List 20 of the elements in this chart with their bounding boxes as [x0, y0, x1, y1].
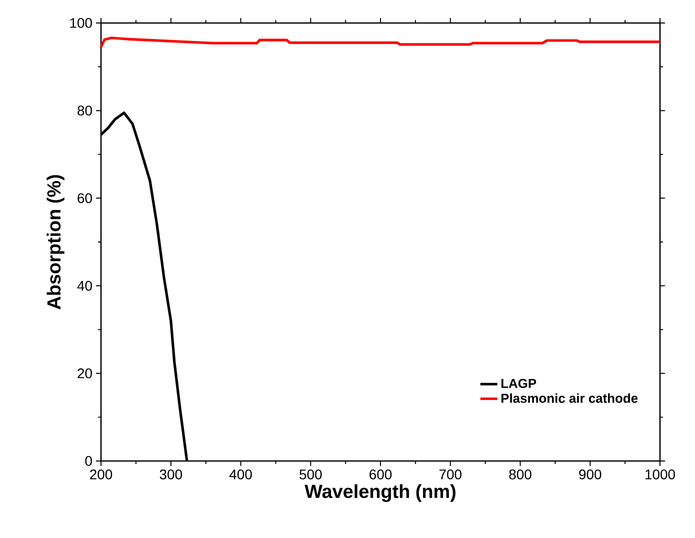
y-tick-label: 100	[70, 18, 92, 28]
x-tick-label: 700	[439, 469, 462, 480]
x-axis-title: Wavelength (nm)	[304, 484, 456, 502]
y-tick-label: 0	[85, 456, 92, 466]
legend-label: LAGP	[501, 378, 536, 388]
y-tick-label: 20	[78, 368, 92, 378]
line-series	[100, 36, 662, 48]
x-tick-label: 400	[229, 469, 252, 480]
x-tick-label: 900	[579, 469, 602, 480]
y-axis-title: Absorption (%)	[46, 175, 64, 310]
y-tick-label: 80	[78, 106, 92, 116]
x-tick-label: 500	[300, 469, 322, 480]
x-tick-label: 200	[90, 469, 112, 480]
legend-label: Plasmonic air cathode	[501, 393, 638, 403]
x-tick-label: 600	[370, 469, 392, 480]
x-tick-label: 1000	[646, 469, 675, 480]
x-tick-label: 800	[509, 469, 532, 480]
y-tick-label: 60	[78, 193, 92, 204]
x-tick-label: 300	[160, 469, 182, 480]
y-tick-label: 40	[77, 280, 92, 291]
